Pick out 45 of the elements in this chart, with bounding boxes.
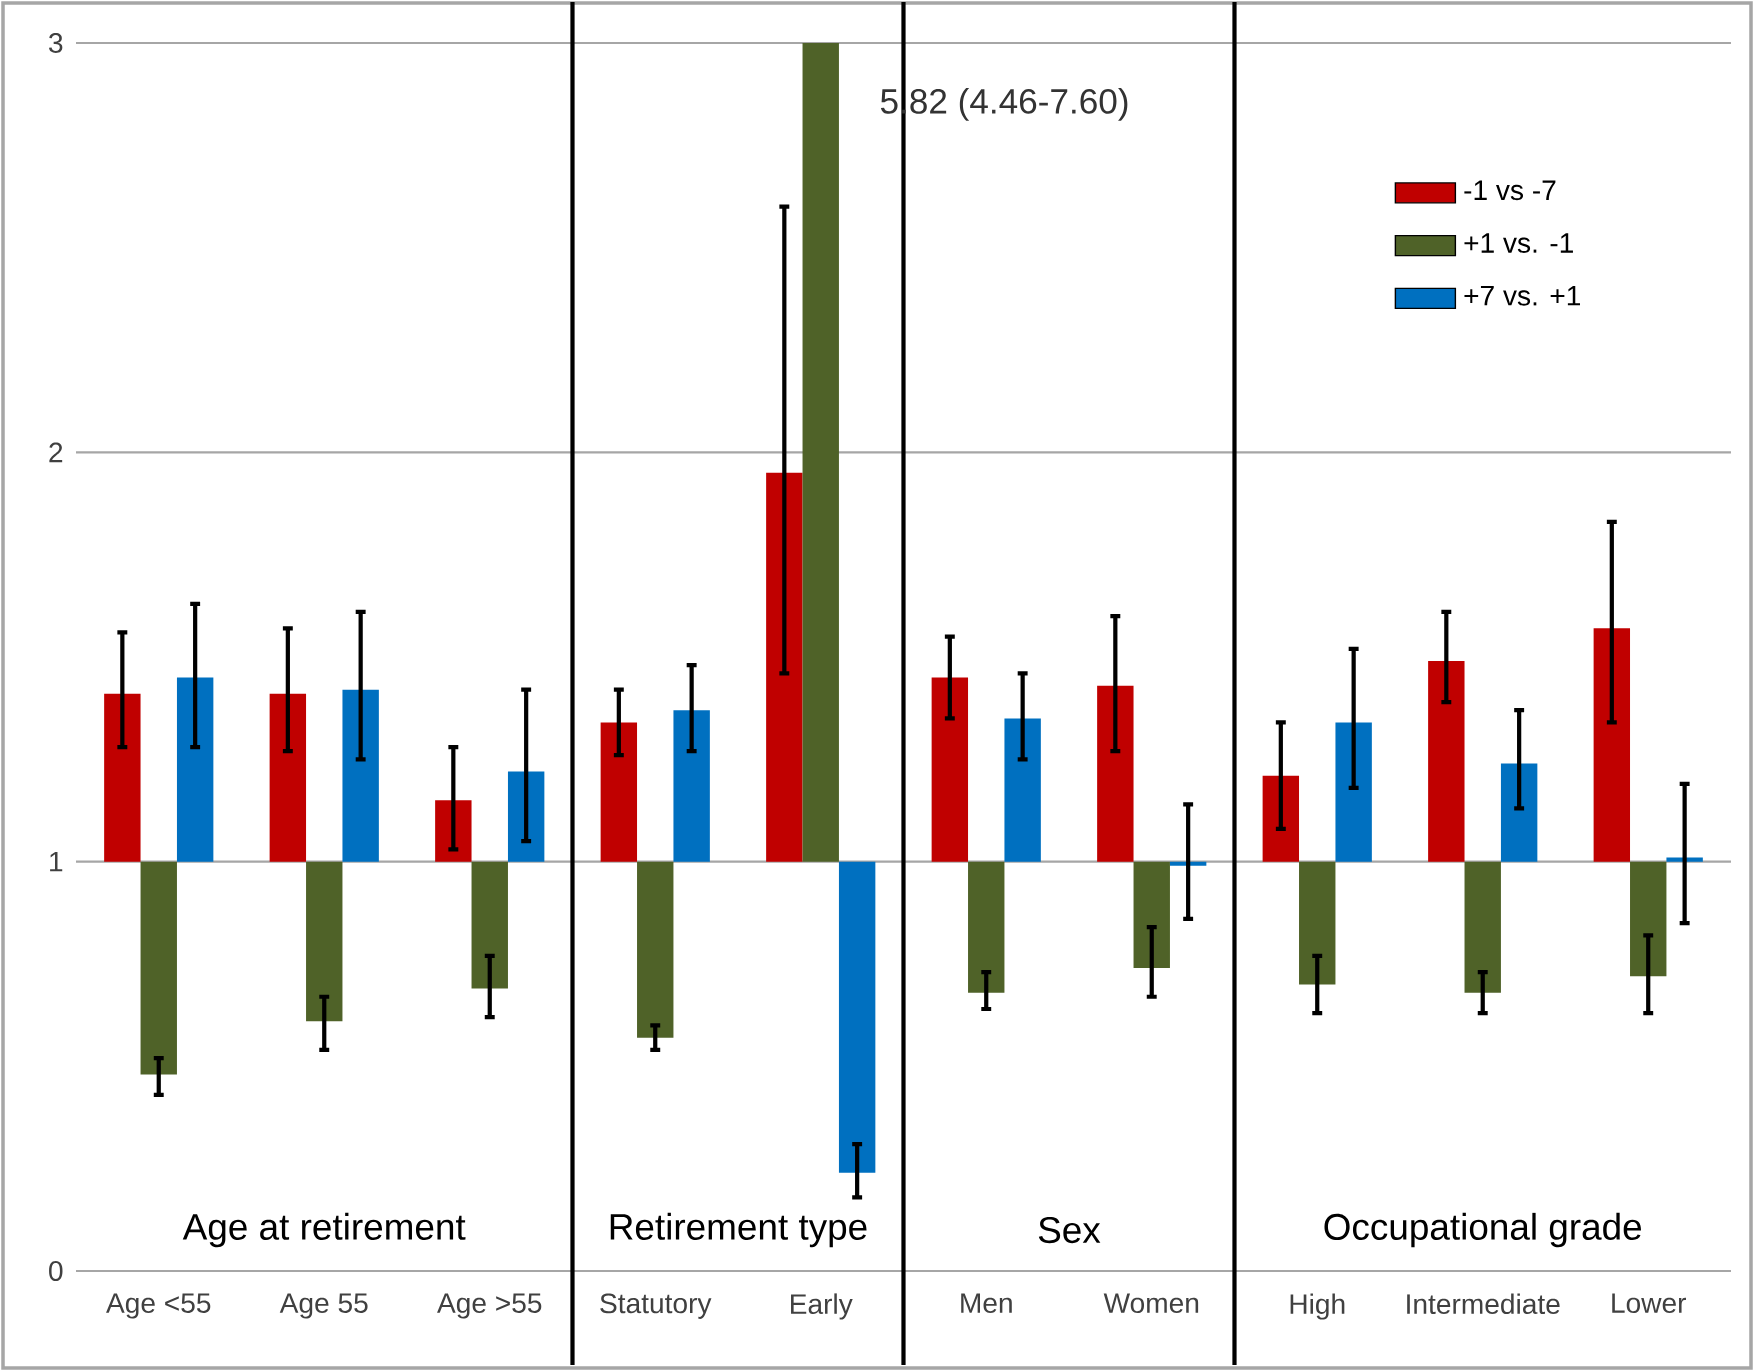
y-tick-label: 1 <box>50 851 63 872</box>
bar <box>968 861 1005 993</box>
bar <box>1630 861 1667 977</box>
bar <box>1262 775 1300 862</box>
bar <box>1299 861 1336 985</box>
bar <box>471 861 508 989</box>
bar <box>1500 763 1538 862</box>
x-tick-label: Age <55 <box>106 1293 211 1319</box>
bar <box>306 861 343 1022</box>
annotation: Sex <box>1038 1217 1101 1244</box>
x-tick-label: Age >55 <box>437 1293 542 1319</box>
bar <box>1335 722 1372 862</box>
bar <box>1097 685 1134 862</box>
legend-label: +7 vs. +1 <box>1464 286 1581 306</box>
bar <box>673 710 710 862</box>
x-tick-label: Statutory <box>600 1293 712 1319</box>
legend-label: -1 vs -7 <box>1464 180 1556 201</box>
bar <box>342 689 379 862</box>
y-tick-label: 2 <box>49 442 63 463</box>
annotation: Retirement type <box>610 1212 867 1248</box>
x-tick-label: Intermediate <box>1407 1293 1560 1315</box>
bar <box>931 677 969 862</box>
x-tick-label: Women <box>1103 1293 1199 1314</box>
legend-label: +1 vs. -1 <box>1464 233 1573 253</box>
x-tick-label: Men <box>961 1293 1012 1314</box>
bar <box>838 861 876 1173</box>
annotation: Occupational grade <box>1324 1212 1641 1248</box>
y-tick-label: 0 <box>49 1261 63 1281</box>
x-tick-label: High <box>1290 1293 1345 1320</box>
bar <box>176 677 214 862</box>
bar <box>269 693 307 862</box>
bar <box>637 861 674 1038</box>
x-tick-label: Age 55 <box>279 1293 368 1319</box>
x-tick-label: Lower <box>1612 1293 1687 1314</box>
x-tick-label: Early <box>791 1293 853 1320</box>
bar <box>104 693 141 862</box>
annotation: Age at retirement <box>182 1212 466 1248</box>
bar <box>1464 861 1501 993</box>
bar <box>1593 628 1631 862</box>
bar <box>140 861 177 1075</box>
bar <box>600 722 638 862</box>
bar <box>1004 718 1041 862</box>
bar <box>1428 661 1465 862</box>
y-tick-label: 3 <box>49 33 63 53</box>
bar <box>1133 861 1170 969</box>
